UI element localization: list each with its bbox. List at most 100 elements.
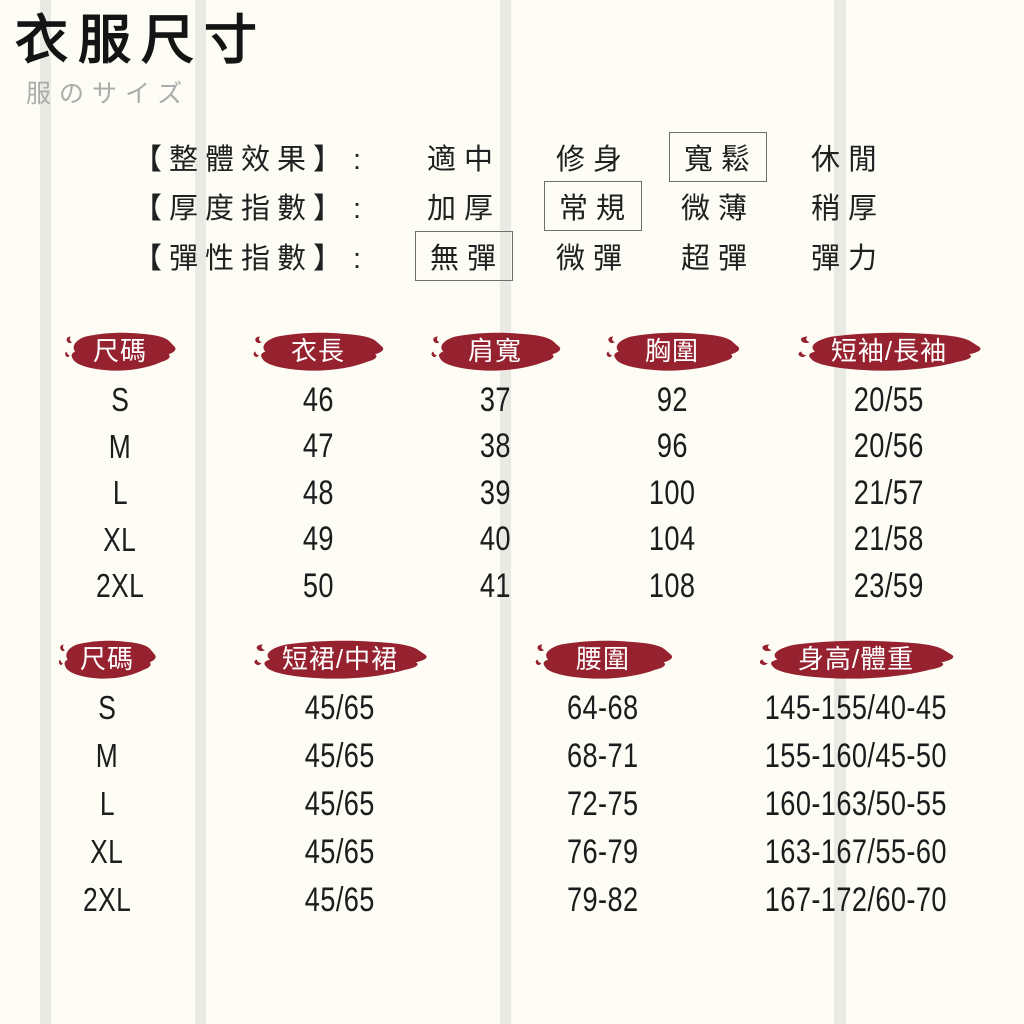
- cell-value: 160-163/50-55: [764, 784, 948, 823]
- column-header-label: 腰圍: [575, 643, 630, 674]
- size-label: M: [108, 427, 132, 465]
- table-cell: 92: [579, 377, 765, 424]
- column-header-badge: 肩寬: [429, 330, 562, 373]
- size-label: L: [112, 474, 128, 512]
- cell-value: 45/65: [304, 688, 376, 727]
- background-stripe: [40, 0, 51, 1024]
- table-cell: 76-79: [481, 828, 725, 876]
- cell-value: 40: [479, 520, 511, 559]
- table-cell: 45/65: [199, 732, 481, 780]
- size-label: 2XL: [95, 567, 145, 605]
- size-label: M: [95, 737, 119, 774]
- cell-value: 104: [648, 520, 696, 559]
- bottom-size-table: S 45/65 64-68 145-155/40-45 M 45/65 68-7…: [15, 684, 987, 924]
- attribute-option: 彈力: [810, 243, 886, 275]
- table-cell: XL: [15, 517, 225, 564]
- column-header-label: 身高/體重: [797, 643, 915, 674]
- table-cell: 45/65: [199, 828, 481, 876]
- attribute-colon: :: [353, 243, 362, 275]
- table-cell: 64-68: [481, 684, 725, 732]
- attribute-option: 修身: [555, 144, 631, 176]
- table-cell: L: [15, 470, 225, 517]
- column-header-badge: 尺碼: [57, 638, 157, 681]
- attribute-label-text: 【厚度指數】: [133, 193, 350, 225]
- header-cell: 腰圍: [481, 637, 725, 681]
- table-cell: 50: [225, 563, 411, 610]
- attribute-label: 【厚度指數】:: [133, 185, 361, 227]
- column-header-label: 短裙/中裙: [281, 643, 399, 674]
- background-stripe: [195, 0, 206, 1024]
- header-cell: 身高/體重: [725, 637, 987, 681]
- table-cell: 47: [225, 424, 411, 471]
- table-cell: M: [15, 424, 225, 471]
- table-cell: S: [15, 377, 225, 424]
- table-cell: 104: [579, 517, 765, 564]
- cell-value: 155-160/45-50: [764, 736, 948, 775]
- table-cell: 45/65: [199, 876, 481, 924]
- cell-value: 46: [302, 380, 334, 419]
- column-header-badge: 尺碼: [63, 330, 177, 373]
- table-cell: 72-75: [481, 780, 725, 828]
- cell-value: 45/65: [304, 736, 376, 775]
- size-label: S: [110, 381, 129, 419]
- cell-value: 92: [656, 380, 688, 419]
- cell-value: 76-79: [567, 832, 639, 871]
- attribute-option: 適中: [426, 144, 502, 176]
- cell-value: 100: [648, 473, 696, 512]
- column-header-label: 尺碼: [79, 643, 134, 674]
- table-cell: 37: [411, 377, 579, 424]
- header-cell: 短裙/中裙: [199, 637, 481, 681]
- column-header-badge: 胸圍: [604, 330, 741, 373]
- attribute-option: 微薄: [680, 193, 756, 225]
- cell-value: 45/65: [304, 784, 376, 823]
- cell-value: 167-172/60-70: [764, 880, 948, 919]
- table-cell: 49: [225, 517, 411, 564]
- cell-value: 21/58: [853, 520, 925, 559]
- table-cell: 79-82: [481, 876, 725, 924]
- attribute-row: 【彈性指數】: 無彈 微彈 超彈 彈力: [0, 231, 1024, 281]
- table-cell: 2XL: [15, 563, 225, 610]
- column-header-badge: 腰圍: [533, 638, 674, 681]
- table-cell: 46: [225, 377, 411, 424]
- cell-value: 20/56: [853, 427, 925, 466]
- cell-value: 72-75: [567, 784, 639, 823]
- table-cell: 41: [411, 563, 579, 610]
- background-stripe: [500, 0, 511, 1024]
- attribute-colon: :: [353, 193, 362, 225]
- cell-value: 108: [648, 566, 696, 605]
- cell-value: 64-68: [567, 688, 639, 727]
- column-header-badge: 衣長: [251, 330, 385, 373]
- table-cell: 45/65: [199, 684, 481, 732]
- attribute-label-text: 【彈性指數】: [133, 243, 350, 275]
- cell-value: 145-155/40-45: [764, 688, 948, 727]
- table-cell: 163-167/55-60: [725, 828, 987, 876]
- table-cell: 21/57: [765, 470, 1013, 517]
- cell-value: 48: [302, 473, 334, 512]
- column-header-badge: 身高/體重: [756, 638, 956, 681]
- background-stripe: [834, 0, 846, 1024]
- table-cell: 38: [411, 424, 579, 471]
- column-header-label: 衣長: [290, 335, 345, 366]
- bottom-table-header-row: 尺碼 短裙/中裙 腰圍 身高/體重: [15, 637, 987, 681]
- table-cell: 39: [411, 470, 579, 517]
- column-header-badge: 短袖/長袖: [795, 330, 983, 373]
- size-label: S: [97, 689, 116, 726]
- column-header-badge: 短裙/中裙: [251, 638, 429, 681]
- size-label: L: [99, 785, 115, 822]
- header-cell: 尺碼: [15, 637, 199, 681]
- size-label: XL: [90, 833, 124, 870]
- header-cell: 衣長: [225, 329, 411, 373]
- table-cell: M: [15, 732, 199, 780]
- cell-value: 68-71: [567, 736, 639, 775]
- column-header-label: 短袖/長袖: [830, 335, 948, 366]
- column-header-label: 胸圍: [644, 335, 699, 366]
- cell-value: 37: [479, 380, 511, 419]
- column-header-label: 肩寬: [467, 335, 522, 366]
- attribute-colon: :: [353, 144, 362, 176]
- header-cell: 短袖/長袖: [765, 329, 1013, 373]
- table-cell: 96: [579, 424, 765, 471]
- cell-value: 49: [302, 520, 334, 559]
- attribute-label-text: 【整體效果】: [133, 144, 350, 176]
- cell-value: 20/55: [853, 380, 925, 419]
